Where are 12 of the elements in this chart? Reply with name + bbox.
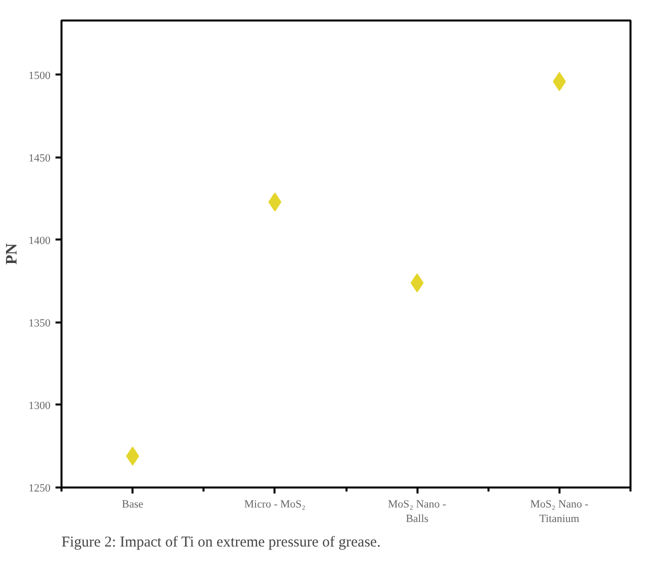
y-tick-label: 1400 bbox=[28, 234, 51, 247]
x-tick-label: Micro - MoS₂ bbox=[244, 498, 306, 510]
y-tick-label: 1350 bbox=[28, 317, 51, 330]
caption: Figure 2: Impact of Ti on extreme pressure of grease. bbox=[62, 534, 381, 550]
y-tick-label: 1500 bbox=[28, 70, 51, 82]
y-tick-label: 1300 bbox=[28, 400, 51, 412]
y-tick-label: 1450 bbox=[28, 152, 51, 164]
x-tick-label: MoS₂ Nano - Balls bbox=[388, 498, 447, 525]
x-tick-label: MoS₂ Nano - Titanium bbox=[530, 498, 589, 525]
y-tick-label: 1250 bbox=[28, 482, 51, 494]
y-axis-title: PN bbox=[4, 242, 20, 265]
x-tick-label: Base bbox=[122, 498, 144, 510]
